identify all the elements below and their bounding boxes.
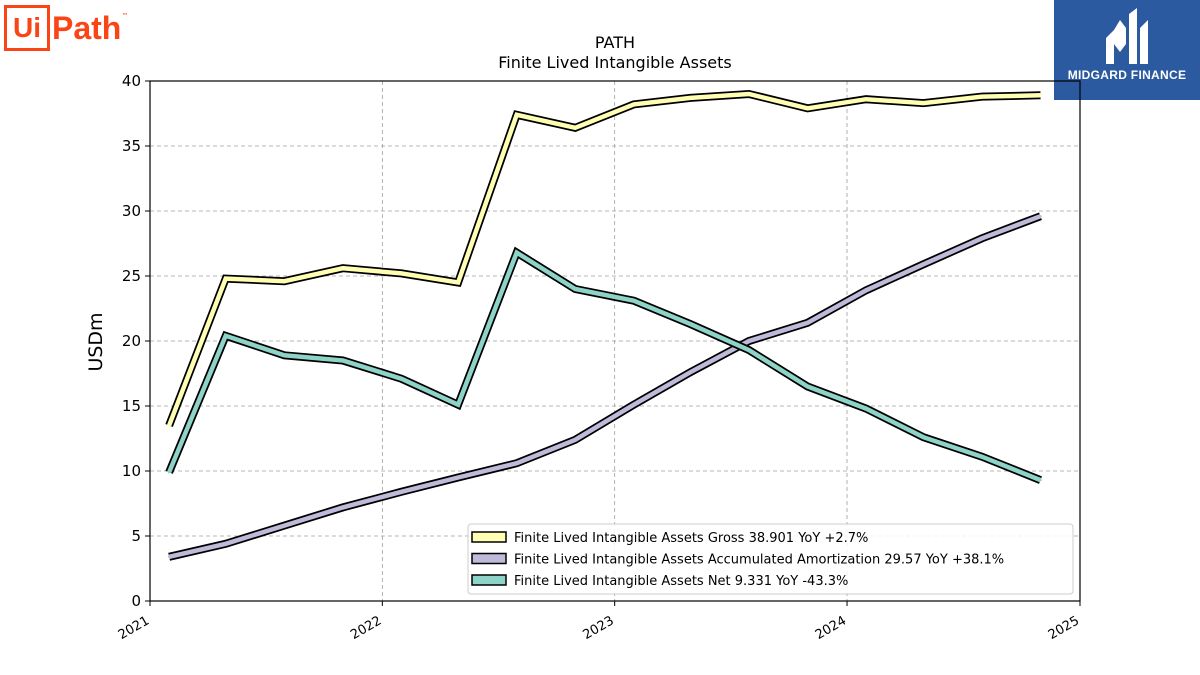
data-point: [456, 476, 460, 479]
x-tick-label: 2025: [1046, 613, 1082, 643]
data-point: [1039, 478, 1042, 482]
series-outline-1: [165, 89, 1041, 427]
y-tick-label: 5: [131, 527, 141, 545]
x-tick-label: 2023: [581, 613, 617, 643]
y-tick-label: 0: [131, 592, 141, 610]
series-line-1: [167, 91, 1041, 427]
chart-title: PATH: [595, 33, 635, 52]
data-point: [689, 371, 692, 374]
data-point: [574, 287, 577, 291]
legend-swatch: [471, 552, 507, 565]
data-point: [806, 385, 809, 388]
data-point: [689, 96, 692, 100]
legend-label: Finite Lived Intangible Assets Gross 38.…: [514, 531, 868, 546]
legend-swatch: [471, 531, 507, 543]
data-point: [922, 263, 925, 266]
midgard-finance-text: MIDGARD FINANCE: [1067, 68, 1187, 82]
data-point: [922, 436, 925, 439]
data-point: [283, 354, 286, 357]
data-point: [167, 424, 171, 427]
data-point: [980, 95, 984, 98]
data-point: [341, 267, 345, 270]
y-tick-label: 35: [122, 137, 141, 155]
legend-label: Finite Lived Intangible Assets Accumulat…: [514, 553, 1004, 568]
data-point: [574, 438, 577, 441]
data-point: [224, 334, 227, 337]
data-point: [864, 407, 868, 410]
x-tick-label: 2022: [348, 613, 384, 643]
data-point: [864, 289, 868, 292]
series-outline-3: [165, 246, 1042, 484]
legend-swatch: [471, 574, 507, 586]
y-tick-label: 20: [122, 332, 141, 350]
data-point: [224, 542, 227, 545]
legend: Finite Lived Intangible Assets Gross 38.…: [467, 523, 1074, 595]
x-axis-ticks: 2021 2022 2023 2024 2025: [116, 601, 1082, 643]
data-point: [574, 126, 577, 129]
y-tick-label: 10: [122, 462, 141, 480]
data-point: [341, 506, 345, 509]
data-point: [341, 359, 345, 362]
data-point: [864, 98, 868, 101]
data-point: [167, 555, 171, 558]
data-point: [456, 403, 460, 406]
series-layer: [165, 89, 1042, 561]
y-tick-label: 30: [122, 202, 141, 220]
data-point: [922, 101, 925, 105]
data-point: [632, 299, 635, 302]
data-point: [283, 280, 286, 283]
data-point: [747, 92, 751, 96]
legend-label: Finite Lived Intangible Assets Net 9.331…: [514, 574, 848, 589]
data-point: [400, 490, 403, 493]
uipath-logo-path-text: Path: [52, 9, 122, 46]
data-point: [632, 103, 635, 106]
y-tick-label: 15: [122, 397, 141, 415]
data-point: [515, 462, 518, 465]
uipath-logo: Ui Path ™: [4, 4, 128, 52]
data-point: [1039, 94, 1042, 97]
data-point: [400, 377, 403, 380]
data-point: [747, 348, 751, 352]
x-tick-label: 2024: [813, 613, 849, 643]
series-line-2: [168, 214, 1042, 559]
data-point: [400, 272, 403, 275]
midgard-finance-logo: MIDGARD FINANCE: [1054, 0, 1200, 100]
y-axis-label: USDm: [85, 312, 107, 371]
data-point: [689, 322, 692, 326]
uipath-logo-tm: ™: [121, 12, 129, 20]
data-point: [806, 321, 809, 324]
data-point: [515, 113, 518, 117]
midgard-emblem-icon: [1106, 8, 1148, 64]
data-point: [1039, 215, 1042, 218]
chart-subtitle: Finite Lived Intangible Assets: [498, 53, 731, 72]
uipath-logo-ui-box: Ui: [4, 5, 50, 51]
y-axis-ticks: 0 5 10 15 20 25 30 35 40: [122, 72, 150, 610]
series-outline-2: [168, 212, 1042, 561]
data-point: [456, 281, 460, 284]
data-point: [980, 237, 984, 240]
data-point: [283, 524, 286, 527]
data-point: [980, 455, 984, 458]
data-point: [224, 277, 227, 280]
y-tick-label: 40: [122, 72, 141, 90]
data-point: [632, 403, 635, 406]
y-tick-label: 25: [122, 267, 141, 285]
data-point: [515, 251, 518, 254]
data-point: [747, 339, 751, 343]
x-tick-label: 2021: [116, 613, 152, 643]
data-point: [806, 107, 809, 110]
legend-box: [467, 523, 1074, 595]
series-line-3: [167, 249, 1042, 483]
data-point: [167, 471, 171, 474]
